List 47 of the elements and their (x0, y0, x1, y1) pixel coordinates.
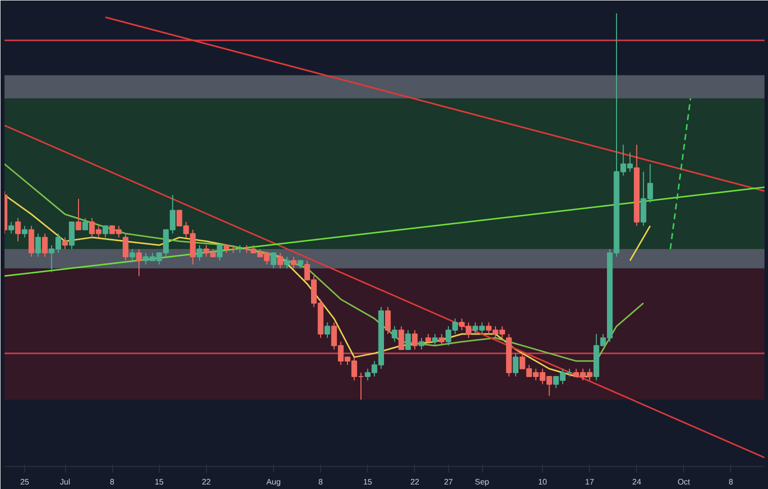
x-tick-label: 8 (728, 478, 734, 486)
candlestick (405, 330, 411, 350)
candlestick (284, 256, 290, 269)
x-tick-label: Oct (678, 478, 691, 486)
candlestick (290, 256, 297, 269)
candlestick (432, 334, 438, 346)
candlestick (129, 248, 136, 262)
candlestick (35, 233, 41, 258)
candlestick (385, 306, 391, 335)
x-tick-label: 27 (444, 478, 454, 486)
candlestick (22, 225, 28, 238)
candlestick (196, 244, 202, 262)
candlestick (324, 322, 330, 338)
x-tick-label: 22 (202, 478, 212, 486)
candlestick (392, 326, 398, 342)
candlestick (102, 225, 108, 238)
candlestick (42, 233, 48, 258)
candlestick (62, 236, 68, 250)
x-tick-label: 8 (110, 478, 115, 486)
candlestick (136, 248, 142, 277)
candlestick (512, 352, 519, 377)
candlestick (418, 337, 424, 350)
x-tick-label: 25 (20, 478, 30, 486)
candlestick (398, 326, 404, 350)
x-tick-label: 22 (410, 478, 420, 486)
candlestick (270, 252, 276, 269)
candlestick (68, 221, 75, 250)
x-tick-label: 17 (585, 478, 595, 486)
candlestick (15, 218, 21, 242)
x-tick-label: 15 (363, 478, 373, 486)
x-tick-label: Jul (60, 478, 70, 486)
candlestick (122, 233, 128, 262)
candlestick (277, 252, 284, 269)
candlestick (8, 221, 14, 234)
x-tick-label: Sep (474, 478, 490, 486)
candlestick (438, 334, 445, 346)
candlestick (412, 330, 418, 350)
x-tick-label: Aug (266, 478, 281, 486)
x-tick-label: 24 (632, 478, 642, 486)
x-tick-label: 10 (538, 478, 548, 486)
candlestick (216, 244, 223, 262)
candlestick (82, 218, 88, 230)
candlestick (76, 198, 82, 230)
x-tick-label: 15 (154, 478, 164, 486)
candlestick (237, 244, 243, 254)
candlestick (28, 225, 34, 258)
x-tick-label: 8 (318, 478, 324, 486)
